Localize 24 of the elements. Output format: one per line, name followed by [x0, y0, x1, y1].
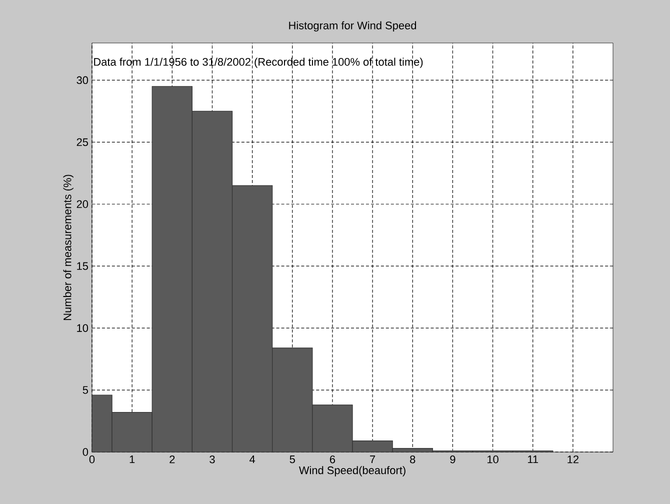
y-tick-label: 25 — [76, 138, 88, 146]
x-tick-label: 8 — [410, 456, 416, 464]
x-tick-label: 7 — [370, 456, 376, 464]
x-tick-label: 3 — [210, 456, 215, 464]
x-tick-label: 11 — [528, 456, 538, 464]
x-tick-label: 6 — [330, 456, 336, 464]
x-tick-label: 4 — [250, 456, 256, 464]
x-tick-label: 5 — [290, 456, 295, 464]
y-tick-label: 20 — [76, 200, 88, 208]
x-tick-label: 2 — [170, 456, 175, 464]
y-tick-label: 5 — [82, 386, 88, 394]
y-tick-label: 15 — [77, 262, 88, 270]
x-axis-title: Wind Speed(beaufort) — [298, 466, 406, 476]
x-tick-label: 12 — [568, 456, 578, 464]
annotation: Data from 1/1/1956 to 31/8/2002 (Recorded time 100% of total time) — [94, 58, 423, 68]
x-tick-label: 9 — [450, 456, 456, 464]
x-tick-label: 0 — [89, 456, 95, 464]
chart-title: Histogram for Wind Speed — [289, 21, 416, 32]
y-tick-label: 10 — [77, 324, 88, 332]
y-axis-title: Number of measurements (%) — [63, 174, 74, 320]
x-tick-label: 10 — [488, 456, 498, 464]
x-tick-label: 1 — [130, 456, 135, 464]
y-tick-label: 30 — [76, 76, 88, 84]
y-tick-label: 0 — [82, 448, 88, 456]
